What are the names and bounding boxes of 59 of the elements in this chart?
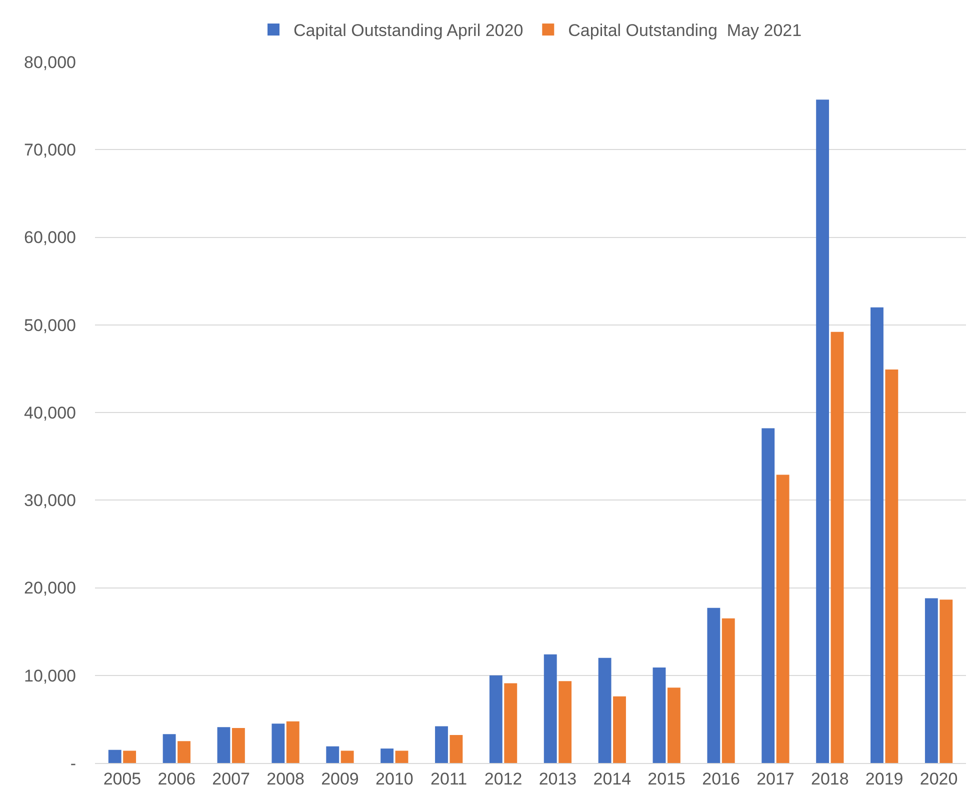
x-tick-label: 2016 (702, 769, 740, 788)
y-tick-label: 10,000 (24, 666, 76, 686)
x-tick-label: 2009 (321, 769, 359, 788)
x-tick-label: 2013 (538, 769, 577, 788)
x-tick-label: 2014 (593, 769, 632, 788)
bar (489, 675, 502, 763)
bar (450, 734, 463, 763)
y-tick-label: 60,000 (24, 228, 76, 248)
bar (885, 370, 898, 763)
bar (598, 658, 612, 763)
bar (162, 734, 176, 763)
bar (707, 608, 720, 763)
bar (380, 748, 394, 763)
bar (722, 618, 735, 763)
x-tick-label: 2006 (158, 769, 196, 788)
bar (870, 307, 884, 763)
bar (652, 667, 666, 763)
y-tick-label: 70,000 (24, 140, 76, 160)
bar (830, 332, 844, 763)
bar (667, 688, 680, 763)
bar (326, 746, 340, 763)
x-tick-label: 2020 (920, 769, 958, 788)
y-tick-label: 20,000 (24, 578, 76, 598)
x-tick-label: 2019 (865, 769, 904, 788)
bar (272, 724, 285, 763)
legend-label: Capital Outstanding May 2021 (568, 21, 802, 40)
y-tick-label: 40,000 (24, 403, 76, 422)
y-tick-label: - (70, 754, 76, 773)
y-tick-label: 30,000 (24, 491, 76, 510)
bar (395, 750, 408, 763)
legend-label: Capital Outstanding April 2020 (294, 21, 524, 40)
x-tick-label: 2010 (375, 769, 414, 788)
x-tick-label: 2008 (266, 769, 304, 788)
bar (286, 721, 300, 763)
bar (232, 728, 245, 763)
bar (123, 750, 136, 763)
bar (544, 654, 557, 763)
bar (217, 727, 230, 763)
bar (435, 726, 448, 763)
x-tick-label: 2011 (430, 769, 468, 788)
x-tick-label: 2007 (212, 769, 250, 788)
bar (940, 600, 953, 763)
bar (776, 474, 790, 763)
x-tick-label: 2005 (103, 769, 142, 788)
bar (178, 741, 190, 763)
bar (613, 696, 626, 763)
bar (340, 750, 354, 763)
x-tick-label: 2015 (648, 769, 686, 788)
y-tick-label: 80,000 (24, 52, 76, 72)
x-tick-label: 2018 (810, 769, 849, 788)
x-tick-label: 2017 (756, 769, 794, 788)
bar (108, 750, 122, 763)
bar (762, 428, 775, 763)
bar (924, 598, 938, 763)
bar (816, 100, 830, 763)
x-tick-label: 2012 (484, 769, 522, 788)
bar (504, 683, 518, 763)
bar (558, 681, 572, 763)
y-tick-label: 50,000 (24, 316, 76, 335)
